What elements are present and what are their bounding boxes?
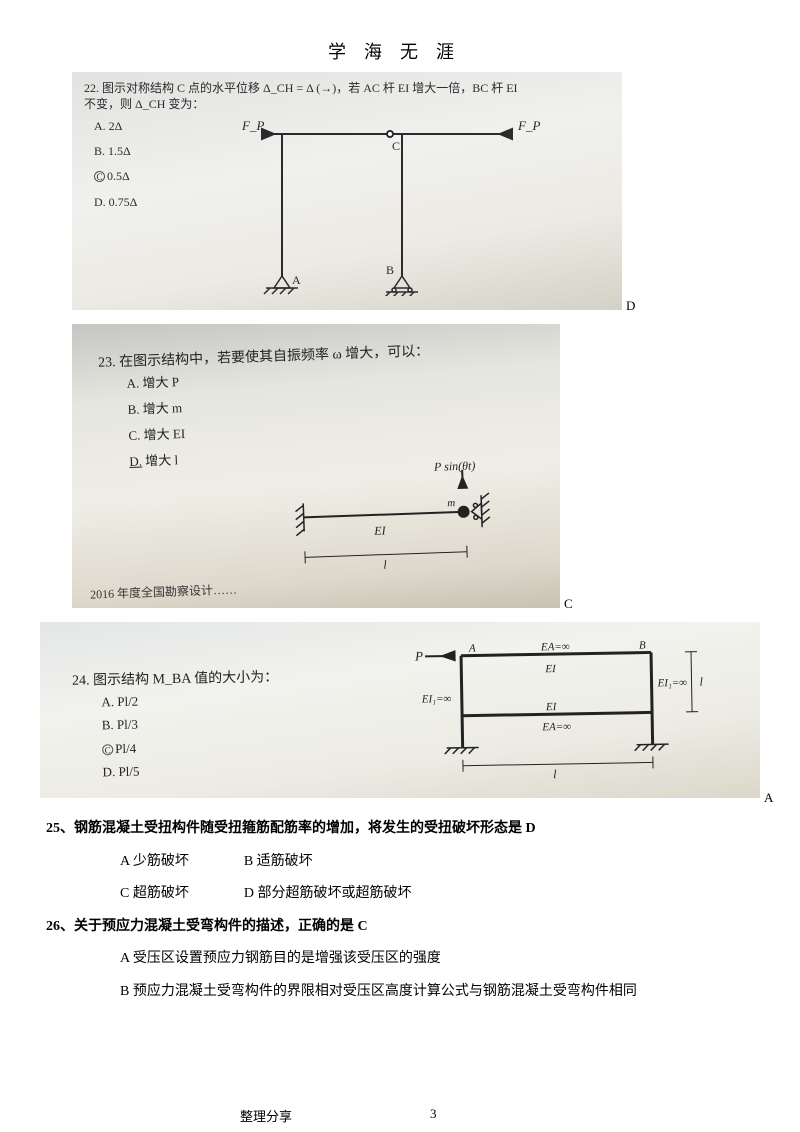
q23-diagram: P sin(θt) m EI l <box>284 460 518 588</box>
svg-text:P: P <box>414 648 423 663</box>
q22-stem: 22. 图示对称结构 C 点的水平位移 Δ_CH = Δ (→)，若 AC 杆 … <box>84 80 604 112</box>
q22-stem-l1: 22. 图示对称结构 C 点的水平位移 Δ_CH = Δ (→)，若 AC 杆 … <box>84 81 518 95</box>
q25-row2: C 超筋破坏 D 部分超筋破坏或超筋破坏 <box>46 881 744 908</box>
svg-text:F_P: F_P <box>517 118 540 133</box>
svg-text:EI: EI <box>544 663 557 675</box>
q22-answer: D <box>626 298 635 314</box>
svg-text:A: A <box>468 642 476 654</box>
footer-share: 整理分享 <box>240 1106 292 1125</box>
q22-options: A. 2Δ B. 1.5Δ C0.5Δ D. 0.75Δ <box>94 114 137 215</box>
svg-text:B: B <box>639 640 646 652</box>
typed-questions: 25、钢筋混凝土受扭构件随受扭箍筋配筋率的增加，将发生的受扭破坏形态是 D A … <box>0 798 800 1006</box>
svg-text:l: l <box>383 558 387 572</box>
q23-opt-b: B. 增大 m <box>127 395 185 423</box>
q25-row1: A 少筋破坏 B 适筋破坏 <box>46 849 744 876</box>
q23-opt-c: C. 增大 EI <box>128 421 186 449</box>
q24-stem: 24. 图示结构 M_BA 值的大小为： <box>72 666 278 690</box>
q26-a: A 受压区设置预应力钢筋目的是增强该受压区的强度 <box>46 946 744 973</box>
svg-text:l: l <box>553 767 557 781</box>
q24-options: A. Pl/2 B. Pl/3 CPl/4 D. Pl/5 <box>101 690 139 784</box>
svg-text:l: l <box>699 675 703 689</box>
page-header: 学海无涯 <box>0 0 800 72</box>
svg-text:A: A <box>292 273 301 287</box>
q22-opt-a: A. 2Δ <box>94 114 137 139</box>
q24-opt-b: B. Pl/3 <box>102 713 139 737</box>
q24-photo: 24. 图示结构 M_BA 值的大小为： A. Pl/2 B. Pl/3 CPl… <box>40 622 760 798</box>
svg-text:EI: EI <box>545 701 558 713</box>
q23-footer: 2016 年度全国勘察设计…… <box>90 580 238 602</box>
q24-answer: A <box>764 790 773 806</box>
q22-stem-l2: 不变，则 Δ_CH 变为： <box>84 97 204 111</box>
q25-line: 25、钢筋混凝土受扭构件随受扭箍筋配筋率的增加，将发生的受扭破坏形态是 D <box>46 816 744 843</box>
q23-options: A. 增大 P B. 增大 m C. 增大 EI D. 增大 l <box>126 369 186 475</box>
svg-text:EI₁=∞: EI₁=∞ <box>656 677 687 690</box>
q24-opt-a: A. Pl/2 <box>101 690 138 714</box>
q22-opt-b: B. 1.5Δ <box>94 139 137 164</box>
q24-opt-d: D. Pl/5 <box>102 760 139 784</box>
svg-text:EA=∞: EA=∞ <box>541 721 571 734</box>
q25-d: D 部分超筋破坏或超筋破坏 <box>244 886 412 901</box>
svg-text:EA=∞: EA=∞ <box>540 641 570 654</box>
q24-diagram: P A B EA=∞ EI EI EA=∞ EI₁=∞ EI₁=∞ l l <box>391 631 734 787</box>
q25-c: C 超筋破坏 <box>120 886 189 901</box>
svg-text:m: m <box>447 497 455 509</box>
q23-opt-a: A. 增大 P <box>126 369 184 397</box>
q25-a: A 少筋破坏 <box>120 854 189 869</box>
q22-photo: 22. 图示对称结构 C 点的水平位移 Δ_CH = Δ (→)，若 AC 杆 … <box>72 72 622 310</box>
q25-b: B 适筋破坏 <box>244 854 313 869</box>
q26-b: B 预应力混凝土受弯构件的界限相对受压区高度计算公式与钢筋混凝土受弯构件相同 <box>46 979 744 1006</box>
q24-opt-c: CPl/4 <box>102 736 139 760</box>
q23-answer: C <box>564 596 573 612</box>
q22-opt-c: C0.5Δ <box>94 164 137 189</box>
q23-opt-d: D. 增大 l <box>129 447 187 475</box>
q23-photo: 23. 在图示结构中，若要使其自振频率 ω 增大，可以： A. 增大 P B. … <box>72 324 560 608</box>
svg-text:F_P: F_P <box>242 118 264 133</box>
svg-text:P sin(θt): P sin(θt) <box>433 460 476 474</box>
q26-line: 26、关于预应力混凝土受弯构件的描述，正确的是 C <box>46 914 744 941</box>
svg-text:EI₁=∞: EI₁=∞ <box>421 693 452 706</box>
q22-diagram: F_P F_P C A B <box>242 116 542 296</box>
svg-text:EI: EI <box>373 524 387 538</box>
q23-stem: 23. 在图示结构中，若要使其自振频率 ω 增大，可以： <box>98 340 430 372</box>
q22-opt-d: D. 0.75Δ <box>94 190 137 215</box>
svg-text:B: B <box>386 263 394 277</box>
footer-page: 3 <box>430 1106 437 1122</box>
svg-text:C: C <box>392 139 400 153</box>
